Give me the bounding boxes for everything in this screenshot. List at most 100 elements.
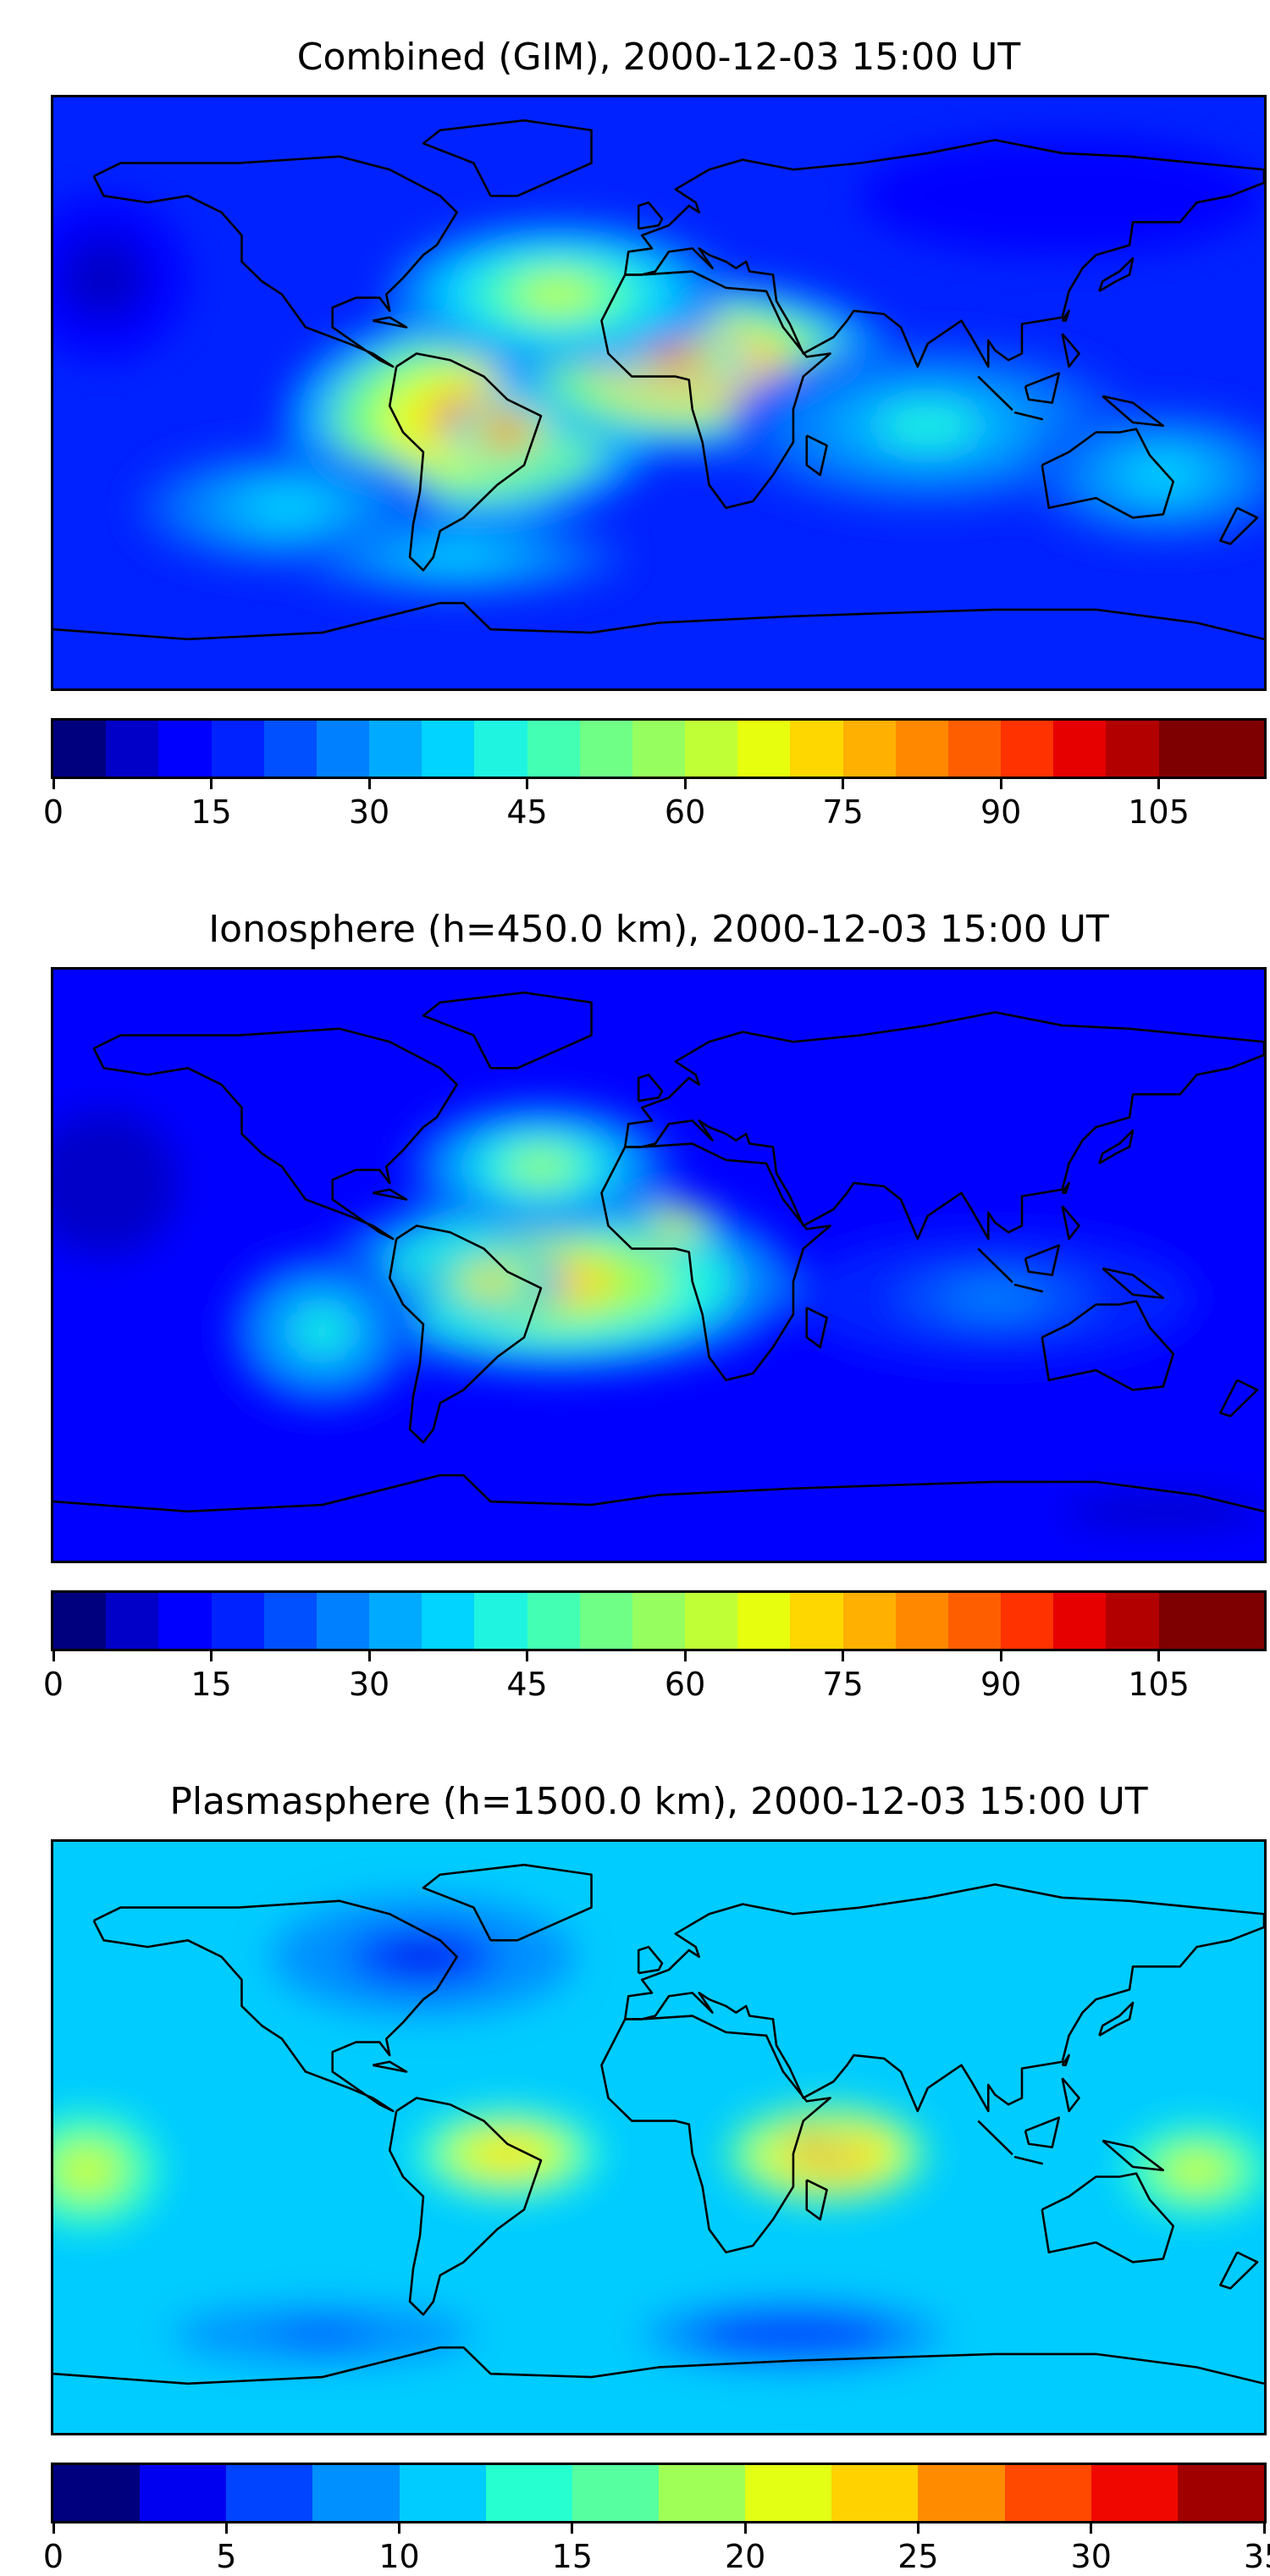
- map-svg: [53, 97, 1264, 688]
- colorbar-segment: [1106, 1593, 1159, 1649]
- colorbar-tick-label: 30: [348, 793, 390, 831]
- tec-contour: [68, 2155, 106, 2186]
- colorbar-tick-label: 90: [980, 1666, 1022, 1703]
- colorbar-segment: [790, 721, 843, 777]
- coastline: [637, 201, 664, 230]
- colorbar-segment: [842, 1593, 896, 1649]
- coastline: [1102, 2139, 1165, 2172]
- tec-contour: [492, 423, 523, 441]
- coastline: [1102, 1267, 1165, 1300]
- coastline: [977, 1247, 1013, 1283]
- coastline: [53, 2346, 1264, 2385]
- coastline: [53, 1473, 1264, 1513]
- colorbar-ticks: 0 15 30 45 60 75 90 105: [43, 779, 1267, 847]
- colorbar-tick-label: 60: [664, 793, 706, 831]
- tec-contour: [877, 405, 979, 447]
- map-ionosphere: [51, 967, 1267, 1563]
- coastline: [1041, 2172, 1175, 2264]
- coastline: [600, 1142, 831, 1382]
- colorbar-tick-label: 90: [980, 793, 1022, 831]
- coastline: [53, 601, 1264, 641]
- tec-contour: [472, 1273, 510, 1291]
- coastline: [1061, 2054, 1070, 2067]
- colorbar-segment: [106, 721, 159, 777]
- colorbar-tick-label: 5: [216, 2538, 237, 2575]
- colorbar-segment: [632, 721, 686, 777]
- colorbar-segment: [527, 1593, 580, 1649]
- tec-contour: [251, 493, 327, 523]
- colorbar-segment: [474, 1593, 527, 1649]
- colorbar-segment: [422, 721, 475, 777]
- colorbar-ticks: 0 5 10 15 20 25 30 35: [43, 2523, 1270, 2575]
- coastline: [1098, 2001, 1135, 2037]
- colorbar-tick-label: 30: [1070, 2538, 1112, 2575]
- tec-field: [53, 1084, 1264, 1545]
- colorbar-segment: [895, 1593, 948, 1649]
- colorbar-segment: [632, 1593, 686, 1649]
- tec-contour: [799, 2138, 820, 2149]
- colorbar-tick-label: 105: [1128, 1666, 1190, 1703]
- coastlines: [53, 1863, 1264, 2385]
- coastline: [422, 991, 593, 1070]
- coastline: [1024, 2116, 1061, 2148]
- coastline: [1061, 309, 1070, 323]
- coastline: [623, 1883, 1264, 2113]
- colorbar-tick-label: 45: [506, 793, 548, 831]
- coastline: [1061, 1181, 1070, 1195]
- colorbar-segment: [1001, 721, 1054, 777]
- coastline: [805, 434, 828, 477]
- colorbar-segment: [485, 2465, 572, 2521]
- colorbar-segment: [53, 721, 107, 777]
- colorbar-tick-label: 0: [42, 793, 64, 831]
- coastline: [388, 1224, 543, 1444]
- tec-contour: [663, 1219, 687, 1233]
- colorbar-tick-label: 25: [897, 2538, 939, 2575]
- colorbar-segment: [211, 1593, 264, 1649]
- tec-contour: [483, 2142, 532, 2165]
- coastline: [388, 2097, 543, 2316]
- colorbar-tick-label: 105: [1128, 793, 1190, 831]
- colorbar-segment: [831, 2465, 919, 2521]
- colorbar-segment: [737, 721, 791, 777]
- colorbar-tick-label: 15: [551, 2538, 594, 2575]
- coastline: [1102, 395, 1165, 428]
- colorbar-segment: [579, 1593, 632, 1649]
- colorbar-tick-label: 60: [664, 1666, 706, 1703]
- colorbar-segment: [369, 721, 422, 777]
- coastline: [373, 1188, 408, 1201]
- coastline: [422, 119, 593, 197]
- colorbar-segment: [1106, 721, 1159, 777]
- colorbar-segment: [572, 2465, 659, 2521]
- tec-field: [53, 1897, 1264, 2380]
- colorbar-segment: [1004, 2465, 1091, 2521]
- coastline: [1098, 257, 1135, 292]
- colorbar-tick-label: 75: [822, 1666, 864, 1703]
- coastline: [1061, 1205, 1080, 1241]
- colorbar-segment: [1177, 2465, 1264, 2521]
- colorbar-tick-label: 0: [42, 2538, 64, 2575]
- panel-title: Plasmasphere (h=1500.0 km), 2000-12-03 1…: [169, 1780, 1148, 1823]
- coastline: [1041, 1300, 1175, 1391]
- colorbar-segment: [685, 721, 738, 777]
- colorbar-segment: [947, 1593, 1002, 1649]
- coastline: [623, 139, 1264, 368]
- coastlines: [53, 991, 1264, 1513]
- panel-title: Combined (GIM), 2000-12-03 15:00 UT: [296, 36, 1021, 79]
- colorbar-segment: [1211, 1593, 1264, 1649]
- tec-contour: [1129, 458, 1197, 492]
- colorbar-segment: [399, 2465, 486, 2521]
- coastline: [1098, 1129, 1135, 1164]
- colorbar-segment: [1158, 721, 1212, 777]
- colorbar-segment: [1211, 721, 1264, 777]
- coastline: [422, 1863, 593, 1942]
- tec-contour: [82, 257, 125, 299]
- coastline: [1013, 412, 1044, 421]
- coastline: [1024, 372, 1061, 404]
- colorbar: [51, 718, 1267, 779]
- colorbar-segment: [1091, 2465, 1178, 2521]
- colorbar-segment: [263, 1593, 317, 1649]
- coastline: [1024, 1244, 1061, 1276]
- coastline: [373, 2060, 408, 2073]
- coastline: [805, 1307, 828, 1349]
- colorbar-segment: [737, 1593, 791, 1649]
